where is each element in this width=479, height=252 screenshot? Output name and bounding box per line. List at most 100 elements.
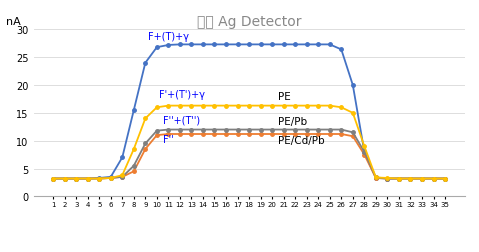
동시 5 T [62,177,68,180]
동시 5 T [431,177,436,180]
동시 13 T [258,105,263,108]
동시 5 T [350,135,356,138]
동시 13 T [189,105,194,108]
동시 3 T [258,44,263,47]
동시 13 T [50,177,56,180]
동시 13 T [304,105,309,108]
동시 3 T [108,176,114,179]
동시 13 T [281,105,286,108]
동시 5 T [396,177,402,180]
동시 5 T [235,133,240,136]
동시 5 T [200,133,206,136]
동시 13 T [212,105,217,108]
동시 5 T [385,177,390,180]
동시 11 T [50,177,56,180]
동시 5 T [142,148,148,151]
동시 5 T [108,177,114,180]
동시 5 T [304,133,309,136]
동시 13 T [431,177,436,180]
동시 11 T [281,129,286,132]
동시 5 T [408,177,413,180]
동시 5 T [166,133,171,136]
동시 11 T [362,151,367,154]
동시 13 T [315,105,321,108]
동시 3 T [431,177,436,180]
동시 11 T [235,129,240,132]
동시 11 T [442,177,448,180]
동시 13 T [166,105,171,108]
동시 11 T [200,129,206,132]
동시 5 T [419,177,425,180]
동시 13 T [108,177,114,180]
동시 3 T [200,44,206,47]
동시 3 T [269,44,275,47]
동시 3 T [350,84,356,87]
동시 3 T [119,156,125,159]
동시 13 T [350,112,356,115]
동시 5 T [373,177,379,180]
Text: F+(T)+γ: F+(T)+γ [148,32,189,42]
동시 5 T [177,133,183,136]
Line: 동시 3 T: 동시 3 T [51,44,447,180]
동시 3 T [62,177,68,180]
동시 11 T [131,165,137,168]
동시 11 T [269,129,275,132]
동시 5 T [292,133,298,136]
동시 5 T [315,133,321,136]
동시 11 T [189,129,194,132]
동시 13 T [119,174,125,177]
동시 5 T [212,133,217,136]
동시 11 T [327,129,332,132]
동시 3 T [223,44,229,47]
동시 3 T [235,44,240,47]
동시 13 T [408,177,413,180]
동시 11 T [385,177,390,180]
Line: 동시 5 T: 동시 5 T [51,133,447,180]
동시 11 T [119,176,125,179]
동시 11 T [73,177,79,180]
동시 3 T [246,44,252,47]
동시 13 T [292,105,298,108]
Text: nA: nA [5,17,20,27]
동시 11 T [96,177,102,180]
동시 11 T [408,177,413,180]
동시 13 T [235,105,240,108]
동시 5 T [223,133,229,136]
동시 13 T [396,177,402,180]
Text: F'': F'' [163,134,173,144]
Text: PE/Cd/Pb: PE/Cd/Pb [278,136,324,146]
동시 13 T [85,177,91,180]
동시 11 T [304,129,309,132]
동시 3 T [396,177,402,180]
동시 11 T [223,129,229,132]
동시 5 T [50,177,56,180]
동시 5 T [442,177,448,180]
동시 5 T [189,133,194,136]
동시 13 T [131,148,137,151]
동시 3 T [142,62,148,65]
동시 11 T [315,129,321,132]
동시 11 T [350,131,356,134]
동시 11 T [62,177,68,180]
동시 3 T [212,44,217,47]
Title: 동시 Ag Detector: 동시 Ag Detector [197,15,301,29]
동시 5 T [269,133,275,136]
동시 3 T [131,109,137,112]
동시 11 T [339,129,344,132]
Text: F''+(T''): F''+(T'') [163,115,200,125]
동시 3 T [362,151,367,154]
동시 3 T [339,49,344,52]
동시 5 T [131,170,137,173]
동시 13 T [339,106,344,109]
동시 11 T [85,177,91,180]
동시 5 T [119,176,125,179]
동시 5 T [73,177,79,180]
동시 5 T [339,133,344,136]
동시 3 T [166,44,171,47]
동시 3 T [315,44,321,47]
Text: PE/Pb: PE/Pb [278,116,307,127]
동시 11 T [142,142,148,145]
동시 5 T [281,133,286,136]
동시 3 T [177,44,183,47]
동시 3 T [96,177,102,180]
